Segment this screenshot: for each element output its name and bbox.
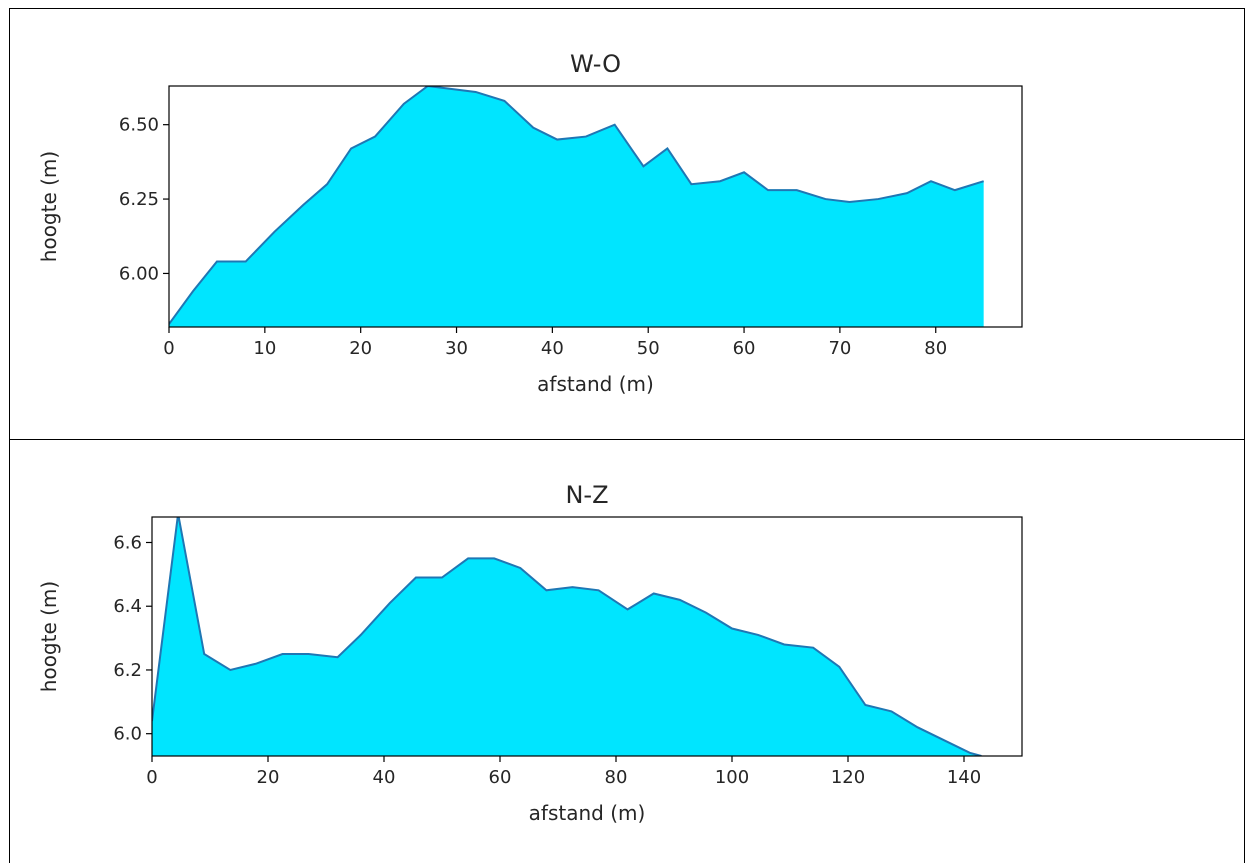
area-fill [152, 517, 982, 756]
series-line [152, 517, 982, 756]
x-axis-label: afstand (m) [537, 372, 654, 396]
axes-frame [151, 516, 1023, 757]
y-tick-label: 6.0 [113, 724, 142, 745]
y-tick-label: 6.00 [119, 263, 159, 284]
x-tick-label: 0 [146, 767, 157, 788]
y-tick-label: 6.2 [113, 660, 142, 681]
x-tick-label: 50 [637, 338, 660, 359]
x-tick-label: 30 [445, 338, 468, 359]
x-tick-label: 20 [349, 338, 372, 359]
chart-title: N-Z [565, 481, 608, 509]
x-tick-label: 80 [924, 338, 947, 359]
x-tick-label: 0 [163, 338, 174, 359]
y-tick-label: 6.6 [113, 532, 142, 553]
y-tick-label: 6.25 [119, 189, 159, 210]
x-tick-label: 60 [733, 338, 756, 359]
plot-area [152, 517, 982, 756]
x-tick-label: 120 [831, 767, 865, 788]
y-axis-label: hoogte (m) [37, 581, 61, 692]
y-axis-label: hoogte (m) [37, 151, 61, 262]
w-o-chart: 0 10 20 30 40 50 60 70 80 6.00 6.25 6.50 W-O afstand … [37, 50, 1023, 396]
plot-area [169, 86, 984, 327]
axes-frame [168, 85, 1023, 328]
x-tick-label: 40 [541, 338, 564, 359]
x-axis-label: afstand (m) [529, 801, 646, 825]
series-line [169, 86, 984, 325]
x-tick-label: 80 [605, 767, 628, 788]
x-tick-label: 10 [253, 338, 276, 359]
chart-title: W-O [570, 50, 621, 78]
n-z-chart: 0 20 40 60 80 100 120 140 6.0 6.2 6.4 6.6 N-Z afstand… [37, 481, 1023, 825]
x-tick-label: 20 [257, 767, 280, 788]
y-tick-label: 6.50 [119, 115, 159, 136]
x-tick-label: 100 [715, 767, 749, 788]
area-fill [169, 86, 984, 327]
x-tick-label: 40 [373, 767, 396, 788]
x-tick-label: 70 [828, 338, 851, 359]
chart-panel-w-o: 0 10 20 30 40 50 60 70 80 6.00 6.25 6.50 W-O afstand … [9, 8, 1245, 440]
x-tick-label: 60 [489, 767, 512, 788]
y-tick-label: 6.4 [113, 596, 142, 617]
chart-panel-n-z: 0 20 40 60 80 100 120 140 6.0 6.2 6.4 6.6 N-Z afstand… [9, 439, 1245, 863]
x-tick-label: 140 [947, 767, 981, 788]
